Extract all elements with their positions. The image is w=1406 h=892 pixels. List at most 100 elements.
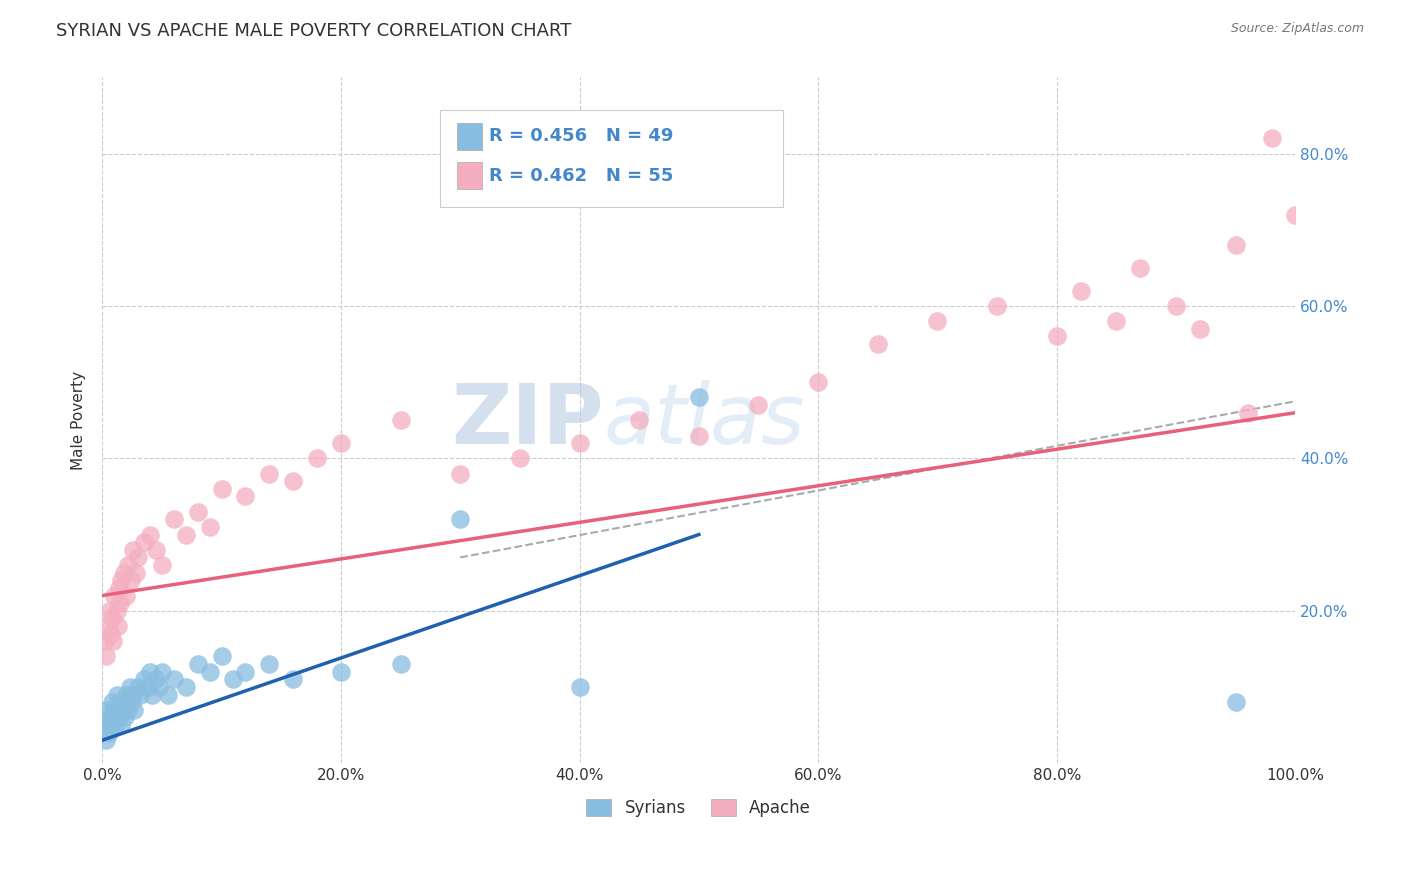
Point: [174, 680, 197, 694]
Point: [121, 695, 143, 709]
Point: [97, 619, 120, 633]
Point: [281, 475, 304, 489]
Point: [94, 649, 117, 664]
Point: [747, 398, 769, 412]
Point: [139, 665, 162, 679]
Point: [117, 558, 139, 572]
Point: [449, 467, 471, 481]
Point: [389, 657, 412, 671]
Point: [136, 680, 159, 694]
Point: [235, 490, 257, 504]
Point: [127, 680, 149, 694]
Point: [108, 710, 131, 724]
Point: [568, 680, 591, 694]
Point: [108, 596, 131, 610]
Point: [235, 665, 257, 679]
Point: [94, 733, 117, 747]
Point: [107, 703, 129, 717]
Y-axis label: Male Poverty: Male Poverty: [72, 371, 86, 470]
Point: [866, 337, 889, 351]
Point: [96, 703, 118, 717]
Point: [103, 589, 125, 603]
Point: [114, 710, 136, 724]
Point: [150, 558, 173, 572]
Point: [389, 413, 412, 427]
Point: [1284, 208, 1306, 222]
Point: [124, 566, 146, 580]
Point: [1046, 329, 1069, 343]
Point: [93, 718, 115, 732]
Point: [509, 451, 531, 466]
Point: [132, 535, 155, 549]
Point: [688, 391, 710, 405]
Point: [103, 703, 125, 717]
Point: [1166, 299, 1188, 313]
Point: [127, 550, 149, 565]
Point: [97, 710, 120, 724]
Point: [211, 482, 233, 496]
Point: [100, 626, 122, 640]
Point: [105, 688, 128, 702]
Point: [101, 634, 124, 648]
Point: [305, 451, 328, 466]
Point: [259, 467, 281, 481]
Point: [807, 375, 830, 389]
Point: [145, 542, 167, 557]
Point: [115, 688, 138, 702]
Point: [104, 718, 127, 732]
Point: [100, 718, 122, 732]
Point: [93, 634, 115, 648]
Point: [105, 604, 128, 618]
Point: [101, 710, 124, 724]
Point: [329, 436, 352, 450]
Point: [329, 665, 352, 679]
Point: [1188, 322, 1211, 336]
Point: [112, 703, 135, 717]
Point: [198, 520, 221, 534]
Point: [117, 703, 139, 717]
Legend: Syrians, Apache: Syrians, Apache: [579, 792, 818, 823]
Point: [198, 665, 221, 679]
Point: [688, 428, 710, 442]
Text: ZIP: ZIP: [451, 380, 603, 461]
Text: atlas: atlas: [603, 380, 806, 461]
Point: [110, 718, 132, 732]
Point: [98, 604, 121, 618]
Text: R = 0.456   N = 49: R = 0.456 N = 49: [489, 128, 673, 145]
Point: [129, 688, 152, 702]
Point: [118, 680, 141, 694]
Point: [1225, 238, 1247, 252]
Point: [1225, 695, 1247, 709]
Point: [1105, 314, 1128, 328]
Point: [927, 314, 949, 328]
Point: [986, 299, 1008, 313]
Point: [110, 574, 132, 588]
Point: [449, 512, 471, 526]
Point: [132, 673, 155, 687]
Point: [156, 688, 179, 702]
Text: Source: ZipAtlas.com: Source: ZipAtlas.com: [1230, 22, 1364, 36]
Point: [1129, 260, 1152, 275]
Point: [148, 680, 170, 694]
Point: [124, 703, 146, 717]
Point: [150, 665, 173, 679]
Point: [107, 619, 129, 633]
Point: [568, 436, 591, 450]
Point: [108, 695, 131, 709]
Point: [211, 649, 233, 664]
Point: [100, 611, 122, 625]
Point: [117, 695, 139, 709]
Point: [122, 688, 145, 702]
Point: [112, 566, 135, 580]
Point: [281, 673, 304, 687]
Point: [1070, 284, 1092, 298]
Point: [1236, 406, 1258, 420]
Point: [122, 542, 145, 557]
Point: [139, 527, 162, 541]
Point: [259, 657, 281, 671]
Point: [163, 512, 186, 526]
Point: [108, 581, 131, 595]
Point: [187, 505, 209, 519]
Point: [628, 413, 651, 427]
Point: [98, 725, 121, 739]
